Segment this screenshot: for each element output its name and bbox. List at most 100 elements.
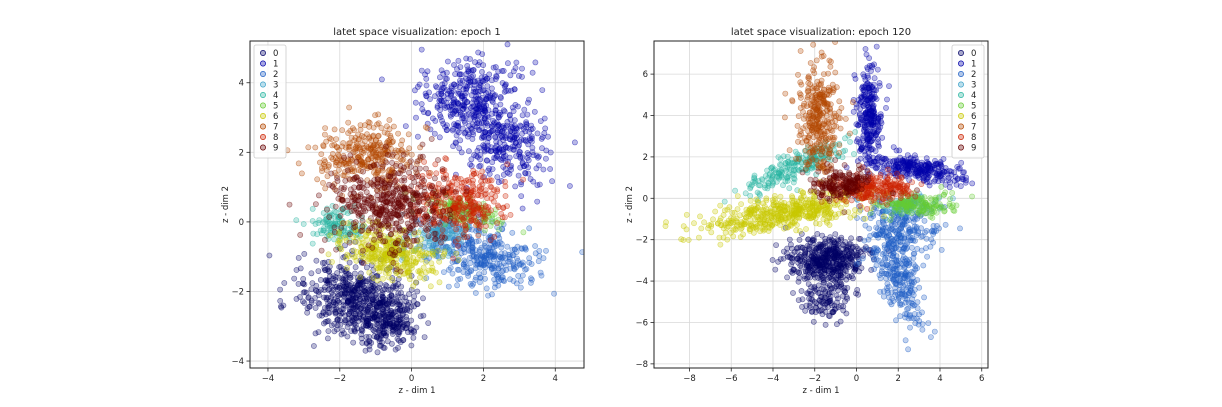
data-point [534,198,541,205]
data-point [484,120,490,127]
data-point [849,254,856,261]
data-point [392,211,399,218]
data-point [519,259,526,266]
data-point [298,170,305,177]
data-point [366,333,372,340]
data-point [923,171,929,178]
data-point [525,141,532,148]
data-point [436,112,443,119]
data-point [487,222,494,229]
legend-label: 9 [273,144,278,154]
data-point [326,263,333,270]
data-point [499,214,506,221]
data-point [325,279,332,285]
data-point [386,181,393,188]
data-point [423,82,430,89]
series-0 [266,238,432,356]
data-point [485,114,492,121]
data-point [432,214,438,221]
data-point [825,268,832,275]
data-point [873,43,880,50]
data-point [796,236,803,243]
data-point [480,213,486,220]
x-tick-label: −2 [334,374,347,384]
data-point [450,143,456,150]
data-point [900,159,906,166]
data-point [804,242,811,249]
data-point [339,205,346,212]
data-point [805,281,812,287]
data-point [315,288,322,295]
data-point [333,246,339,253]
data-point [481,99,488,105]
data-point [397,306,404,313]
data-point [499,128,506,134]
data-point [436,258,443,265]
data-point [402,294,409,301]
data-point [331,224,338,231]
data-point [341,154,347,161]
data-point [500,205,507,211]
data-point [529,125,536,132]
data-point [423,227,430,234]
data-point [379,287,386,293]
data-point [384,151,391,158]
data-point [401,177,408,184]
data-point [814,230,821,237]
data-point [345,281,352,288]
data-point [494,265,501,272]
data-point [477,162,484,169]
data-point [406,291,412,297]
legend-label: 3 [273,81,278,91]
data-point [453,226,459,233]
data-point [420,264,427,271]
data-point [866,225,873,232]
data-point [862,46,869,52]
data-point [319,259,326,266]
data-point [429,250,436,257]
data-point [892,285,898,291]
data-point [862,118,869,124]
legend-marker [260,71,266,77]
data-point [417,242,424,249]
data-point [537,269,544,276]
data-point [572,139,578,146]
data-point [425,233,432,239]
data-point [826,312,832,319]
data-point [837,318,844,325]
data-point [405,131,412,138]
data-point [387,231,394,238]
data-point [359,327,366,334]
data-point [334,297,341,304]
data-point [312,144,319,151]
data-point [340,186,347,193]
data-point [346,259,353,266]
data-point [357,274,363,281]
data-point [335,166,342,173]
data-point [946,167,953,174]
data-point [539,145,545,152]
data-point [869,122,876,128]
data-point [411,229,418,235]
legend-label: 0 [273,49,278,59]
data-point [408,342,415,349]
data-point [475,232,482,239]
data-point [347,231,353,238]
data-point [512,183,519,190]
data-point [321,131,328,138]
data-point [928,334,934,340]
data-point [833,265,840,272]
data-point [866,55,872,61]
data-point [346,239,353,246]
data-point [365,242,372,249]
data-point [819,311,826,318]
data-point [431,130,438,137]
x-tick-label: 2 [481,374,486,384]
data-point [328,170,335,177]
data-point [300,289,307,296]
data-point [918,165,925,171]
data-point [427,96,433,102]
data-point [511,266,518,273]
data-point [315,329,322,335]
data-point [902,337,909,344]
